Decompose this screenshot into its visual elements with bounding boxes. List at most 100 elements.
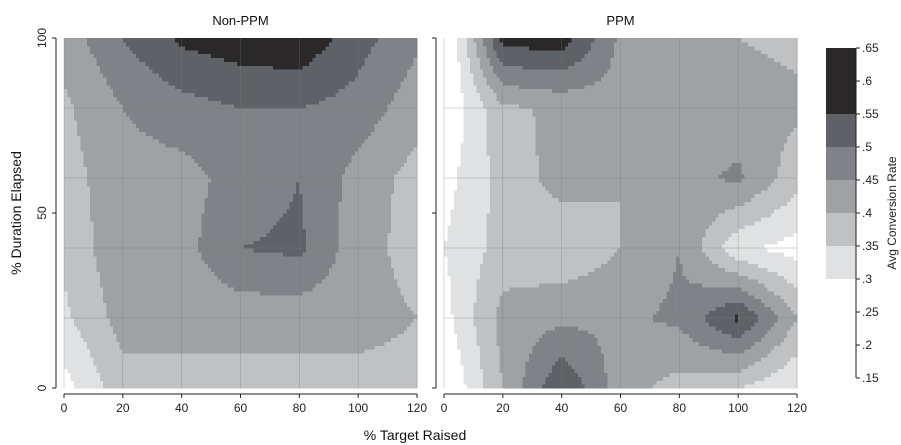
contour-cell — [282, 236, 287, 241]
contour-cell — [188, 380, 193, 385]
contour-cell — [119, 209, 124, 214]
contour-cell — [103, 333, 108, 339]
contour-cell — [70, 329, 75, 335]
contour-cell — [77, 310, 81, 315]
contour-cell — [191, 185, 196, 191]
contour-cell — [302, 372, 307, 377]
contour-cell — [250, 372, 255, 377]
contour-cell — [207, 306, 212, 311]
contour-cell — [315, 325, 320, 331]
contour-cell — [201, 240, 206, 245]
contour-cell — [171, 189, 176, 195]
contour-cell — [233, 380, 238, 385]
contour-cell — [168, 368, 173, 374]
contour-cell — [158, 267, 163, 272]
contour-cell — [116, 236, 121, 241]
contour-cell — [158, 251, 163, 257]
contour-cell — [64, 294, 68, 300]
contour-cell — [322, 341, 327, 346]
contour-cell — [384, 353, 389, 358]
contour-cell — [230, 248, 235, 253]
contour-cell — [390, 248, 395, 253]
contour-cell — [413, 283, 418, 288]
contour-cell — [90, 201, 95, 206]
contour-cell — [237, 356, 242, 362]
contour-cell — [64, 197, 68, 202]
contour-cell — [113, 360, 117, 366]
contour-cell — [273, 283, 278, 288]
contour-cell — [296, 267, 300, 272]
contour-cell — [201, 248, 206, 253]
contour-cell — [119, 290, 124, 296]
contour-cell — [109, 201, 114, 206]
contour-cell — [191, 294, 196, 300]
contour-cell — [224, 329, 229, 335]
contour-cell — [148, 372, 153, 377]
contour-cell — [73, 251, 78, 257]
contour-cell — [77, 178, 81, 183]
contour-cell — [116, 283, 121, 288]
contour-cell — [390, 275, 395, 280]
contour-cell — [407, 279, 412, 284]
contour-cell — [237, 248, 242, 253]
contour-cell — [266, 321, 271, 327]
contour-cell — [266, 302, 271, 307]
contour-cell — [93, 329, 98, 335]
contour-cell — [394, 251, 398, 257]
contour-cell — [155, 279, 160, 284]
contour-cell — [332, 372, 336, 377]
contour-cell — [374, 349, 379, 354]
contour-cell — [318, 275, 323, 280]
contour-cell — [348, 380, 353, 385]
contour-cell — [184, 286, 189, 292]
contour-cell — [286, 224, 291, 230]
contour-cell — [322, 321, 327, 327]
contour-cell — [93, 263, 98, 269]
contour-cell — [188, 349, 193, 354]
contour-cell — [292, 255, 297, 261]
contour-cell — [256, 232, 261, 237]
contour-cell — [354, 349, 359, 354]
contour-cell — [413, 345, 418, 350]
contour-cell — [184, 209, 189, 214]
contour-cell — [374, 310, 379, 315]
contour-cell — [358, 333, 363, 339]
contour-cell — [413, 298, 418, 304]
contour-cell — [129, 181, 134, 187]
contour-cell — [198, 310, 202, 315]
contour-cell — [299, 314, 304, 319]
contour-cell — [142, 314, 147, 319]
contour-cell — [188, 236, 193, 241]
contour-cell — [338, 345, 343, 350]
contour-cell — [273, 318, 278, 323]
contour-cell — [155, 236, 160, 241]
contour-cell — [217, 271, 222, 276]
contour-cell — [103, 286, 108, 292]
contour-cell — [260, 216, 264, 222]
contour-cell — [341, 356, 346, 362]
contour-cell — [119, 286, 124, 292]
contour-cell — [354, 275, 359, 280]
contour-cell — [224, 193, 229, 199]
contour-cell — [96, 302, 101, 307]
contour-cell — [132, 384, 137, 389]
contour-cell — [305, 368, 310, 374]
contour-cell — [299, 325, 304, 331]
contour-cell — [381, 329, 385, 335]
contour-cell — [266, 244, 271, 249]
contour-cell — [230, 294, 235, 300]
contour-cell — [361, 368, 366, 374]
contour-cell — [116, 341, 121, 346]
contour-cell — [341, 372, 346, 377]
contour-cell — [279, 259, 284, 265]
contour-cell — [113, 283, 117, 288]
contour-cell — [351, 341, 356, 346]
contour-cell — [86, 349, 91, 354]
contour-cell — [158, 205, 163, 210]
contour-cell — [99, 244, 104, 249]
contour-cell — [80, 302, 85, 307]
contour-cell — [256, 298, 261, 304]
contour-cell — [292, 220, 297, 226]
contour-cell — [113, 337, 117, 342]
contour-cell — [230, 337, 235, 342]
